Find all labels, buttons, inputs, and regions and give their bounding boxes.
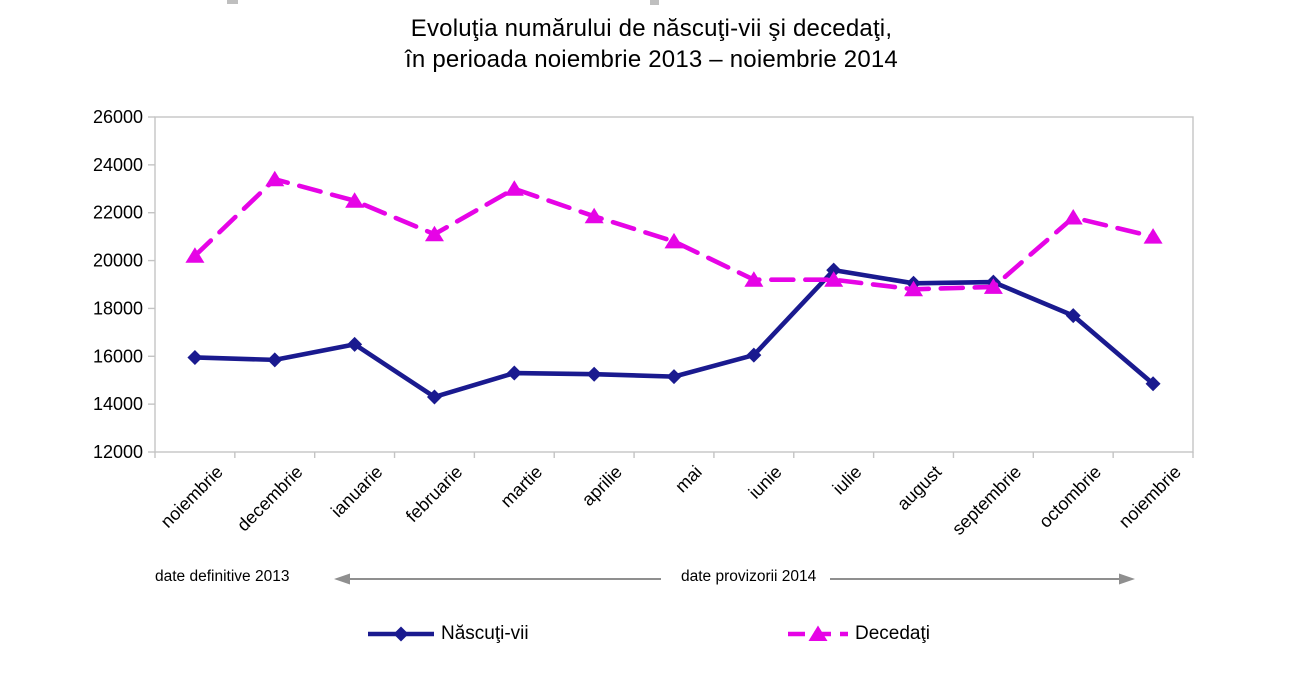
x-axis-label: aprilie	[578, 462, 626, 510]
cropped-text-artifact	[650, 0, 659, 5]
data-point-marker-1	[1143, 228, 1163, 244]
x-axis-label: noiembrie	[157, 462, 227, 532]
legend-item-decedati: Decedaţi	[786, 620, 930, 648]
x-axis-label: noiembrie	[1115, 462, 1185, 532]
legend-swatch-marker	[393, 626, 409, 642]
data-point-marker-0	[347, 336, 363, 352]
chart-title-line2: în perioada noiembrie 2013 – noiembrie 2…	[405, 46, 898, 73]
data-point-marker-0	[746, 347, 762, 363]
data-point-marker-1	[504, 180, 524, 196]
data-point-marker-1	[424, 225, 444, 242]
legend-label-decedati: Decedaţi	[855, 623, 930, 644]
x-axis-label: decembrie	[233, 462, 307, 536]
annotation-provisional-2014: date provizorii 2014	[681, 568, 817, 585]
chart-title-line1: Evoluţia numărului de născuţi-vii şi dec…	[410, 15, 893, 42]
data-point-marker-0	[267, 352, 283, 368]
chart-title: Evoluţia numărului de născuţi-vii şi dec…	[0, 13, 1303, 75]
legend-swatch-marker	[808, 625, 828, 641]
left-arrow-head-icon	[334, 573, 350, 585]
x-axis-label: martie	[497, 462, 547, 512]
data-point-marker-1	[664, 232, 684, 249]
data-point-marker-0	[506, 365, 522, 381]
cropped-text-artifact	[227, 0, 238, 4]
data-point-marker-0	[426, 389, 442, 405]
data-point-marker-0	[1145, 376, 1161, 392]
data-point-marker-1	[345, 192, 365, 208]
x-axis-label: iulie	[829, 462, 866, 499]
data-point-marker-0	[666, 369, 682, 385]
x-axis-label: octombrie	[1035, 462, 1105, 532]
y-axis-tick-label: 12000	[93, 442, 143, 462]
x-axis-label: februarie	[402, 462, 466, 526]
data-point-marker-1	[824, 271, 844, 287]
y-axis-tick-label: 16000	[93, 346, 143, 366]
x-axis-label: septembrie	[948, 462, 1025, 539]
y-axis-tick-label: 24000	[93, 155, 143, 175]
right-arrow	[830, 573, 1135, 585]
data-point-marker-1	[584, 207, 604, 224]
left-arrow	[334, 573, 661, 585]
data-point-marker-1	[904, 280, 924, 297]
y-axis-tick-label: 26000	[93, 107, 143, 127]
data-point-marker-0	[826, 262, 842, 278]
x-axis-label: mai	[671, 462, 706, 497]
x-axis-label: ianuarie	[327, 462, 386, 521]
data-point-marker-1	[983, 278, 1003, 294]
data-point-marker-0	[187, 349, 203, 365]
y-axis-tick-label: 22000	[93, 203, 143, 223]
x-axis-label: iunie	[745, 462, 786, 503]
births-line-swatch-icon	[368, 626, 434, 642]
deaths-line-swatch-icon	[788, 625, 848, 641]
legend-label-nascuti-vii: Născuţi-vii	[441, 623, 529, 644]
data-point-marker-0	[586, 366, 602, 382]
data-point-marker-1	[744, 271, 764, 287]
y-axis-tick-label: 14000	[93, 394, 143, 414]
plot-frame	[154, 116, 1194, 453]
legend-item-nascuti-vii: Născuţi-vii	[366, 620, 529, 648]
y-axis-tick-label: 18000	[93, 298, 143, 318]
annotation-definitive-2013: date definitive 2013	[155, 568, 290, 585]
data-point-marker-0	[1065, 308, 1081, 324]
data-point-marker-1	[265, 170, 285, 187]
y-axis-tick-label: 20000	[93, 251, 143, 271]
data-point-marker-1	[1063, 209, 1083, 225]
data-point-marker-1	[185, 247, 205, 263]
right-arrow-head-icon	[1119, 573, 1135, 585]
x-axis-label: august	[893, 462, 945, 514]
